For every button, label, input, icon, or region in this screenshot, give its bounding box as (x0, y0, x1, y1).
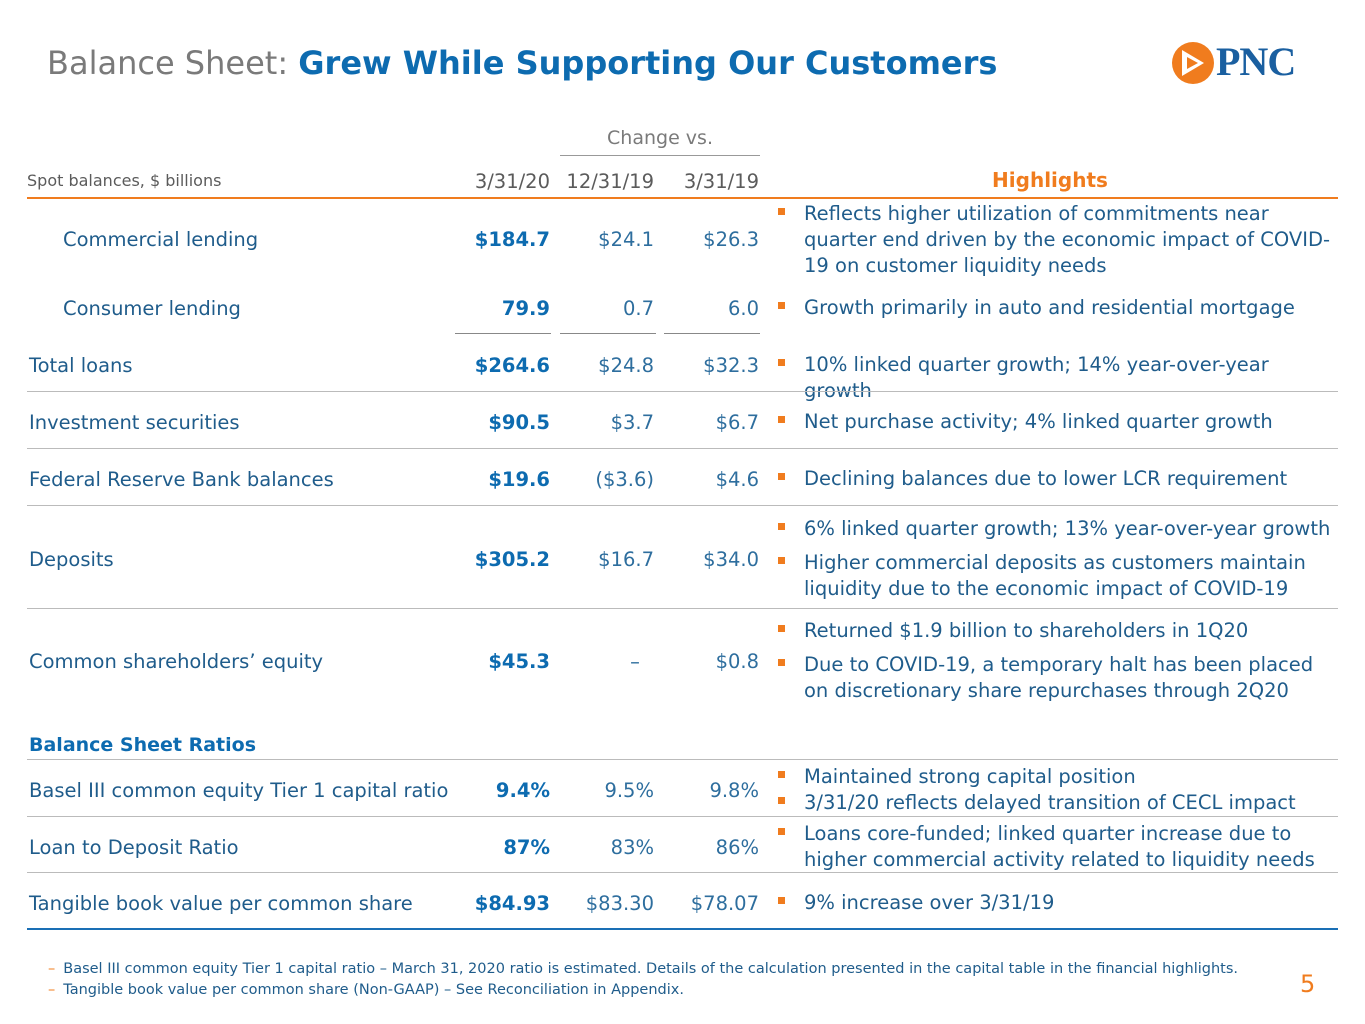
row-label-commercial-lending: Commercial lending (63, 228, 259, 251)
row-label-deposits: Deposits (29, 548, 114, 571)
value-change-yoy: 9.8% (709, 779, 759, 802)
value-change-yoy: $0.8 (715, 650, 759, 673)
value-change-yoy: $32.3 (703, 354, 759, 377)
value-change-qoq: ($3.6) (595, 468, 654, 491)
highlight-item: Returned $1.9 billion to shareholders in… (778, 618, 1338, 644)
value-change-qoq: 0.7 (622, 297, 654, 320)
row-label-consumer-lending: Consumer lending (63, 297, 241, 320)
value-change-yoy: $26.3 (703, 228, 759, 251)
pnc-triangle-logo-icon (1172, 42, 1214, 84)
page-number: 5 (1300, 970, 1316, 998)
orange-square-bullet-icon (778, 557, 785, 564)
value-change-yoy: $34.0 (703, 548, 759, 571)
highlight-item: Growth primarily in auto and residential… (778, 295, 1338, 321)
value-current: $184.7 (474, 228, 550, 251)
footnote: – Tangible book value per common share (N… (48, 982, 684, 998)
orange-square-bullet-icon (778, 797, 785, 804)
value-current: $305.2 (474, 548, 550, 571)
section-heading-ratios: Balance Sheet Ratios (29, 734, 257, 756)
value-current: $264.6 (474, 354, 550, 377)
value-change-yoy: $4.6 (715, 468, 759, 491)
subtotal-rule (664, 333, 760, 334)
orange-square-bullet-icon (778, 208, 785, 215)
footnote: – Basel III common equity Tier 1 capital … (48, 961, 1239, 977)
value-change-yoy: 86% (715, 836, 759, 859)
highlight-item: Maintained strong capital position (778, 764, 1338, 790)
pnc-logo: PNC (1170, 39, 1320, 86)
col-header-3-31-20: 3/31/20 (474, 170, 550, 193)
value-change-yoy: 6.0 (727, 297, 759, 320)
row-divider (27, 505, 1338, 506)
row-divider (27, 608, 1338, 609)
highlights-header: Highlights (992, 168, 1108, 192)
value-current: $84.93 (474, 892, 550, 915)
row-divider (27, 448, 1338, 449)
row-label-total-loans: Total loans (29, 354, 133, 377)
value-current: $45.3 (488, 650, 550, 673)
orange-square-bullet-icon (778, 897, 785, 904)
highlight-item: 9% increase over 3/31/19 (778, 890, 1338, 916)
row-label-loan-to-deposit-ratio: Loan to Deposit Ratio (29, 836, 239, 859)
logo-wordmark: PNC (1216, 39, 1296, 84)
value-current: $19.6 (488, 468, 550, 491)
highlight-item: Higher commercial deposits as customers … (778, 550, 1338, 602)
value-change-qoq: $3.7 (610, 411, 654, 434)
change-vs-header: Change vs. (607, 127, 713, 149)
value-change-qoq: 9.5% (604, 779, 654, 802)
orange-square-bullet-icon (778, 828, 785, 835)
row-label-federal-reserve-bank-balances: Federal Reserve Bank balances (29, 468, 334, 491)
value-current: 87% (503, 836, 550, 859)
highlight-item: 10% linked quarter growth; 14% year-over… (778, 352, 1338, 404)
orange-square-bullet-icon (778, 771, 785, 778)
title-prefix: Balance Sheet: (47, 44, 289, 82)
value-change-qoq: $24.1 (598, 228, 654, 251)
row-divider (27, 816, 1338, 817)
subtotal-rule (455, 333, 551, 334)
subtotal-rule (560, 333, 656, 334)
value-change-qoq: $16.7 (598, 548, 654, 571)
page-title: Balance Sheet: Grew While Supporting Our… (47, 44, 997, 82)
col-header-12-31-19: 12/31/19 (566, 170, 654, 193)
row-divider (27, 759, 1338, 760)
row-label-common-shareholders-equity: Common shareholders’ equity (29, 650, 324, 673)
value-current: 79.9 (501, 297, 550, 320)
highlight-item: Reflects higher utilization of commitmen… (778, 201, 1338, 279)
value-current: $90.5 (488, 411, 550, 434)
row-label-basel-iii-cet1-ratio: Basel III common equity Tier 1 capital r… (29, 779, 449, 802)
col-header-3-31-19: 3/31/19 (683, 170, 759, 193)
highlight-item: 6% linked quarter growth; 13% year-over-… (778, 516, 1338, 542)
table-bottom-rule (27, 928, 1338, 930)
row-divider (27, 391, 1338, 392)
highlight-item: Declining balances due to lower LCR requ… (778, 466, 1338, 492)
orange-square-bullet-icon (778, 416, 785, 423)
value-change-qoq: $24.8 (598, 354, 654, 377)
row-label-investment-securities: Investment securities (29, 411, 240, 434)
value-change-yoy: $6.7 (715, 411, 759, 434)
highlight-item: 3/31/20 reflects delayed transition of C… (778, 790, 1338, 816)
orange-square-bullet-icon (778, 473, 785, 480)
orange-square-bullet-icon (778, 523, 785, 530)
orange-square-bullet-icon (778, 302, 785, 309)
highlight-item: Net purchase activity; 4% linked quarter… (778, 409, 1338, 435)
value-change-qoq: $83.30 (585, 892, 654, 915)
value-change-yoy: $78.07 (690, 892, 759, 915)
change-header-rule (560, 155, 760, 156)
title-main: Grew While Supporting Our Customers (298, 44, 998, 82)
row-label-tangible-book-value: Tangible book value per common share (29, 892, 413, 915)
header-rule (27, 197, 1338, 199)
highlight-item: Loans core-funded; linked quarter increa… (778, 821, 1338, 873)
value-current: 9.4% (495, 779, 550, 802)
orange-square-bullet-icon (778, 359, 785, 366)
orange-square-bullet-icon (778, 659, 785, 666)
highlight-item: Due to COVID-19, a temporary halt has be… (778, 652, 1338, 704)
orange-square-bullet-icon (778, 625, 785, 632)
value-change-qoq: – (630, 650, 640, 673)
spot-balances-header: Spot balances, $ billions (27, 171, 222, 190)
row-divider (27, 872, 1338, 873)
value-change-qoq: 83% (610, 836, 654, 859)
